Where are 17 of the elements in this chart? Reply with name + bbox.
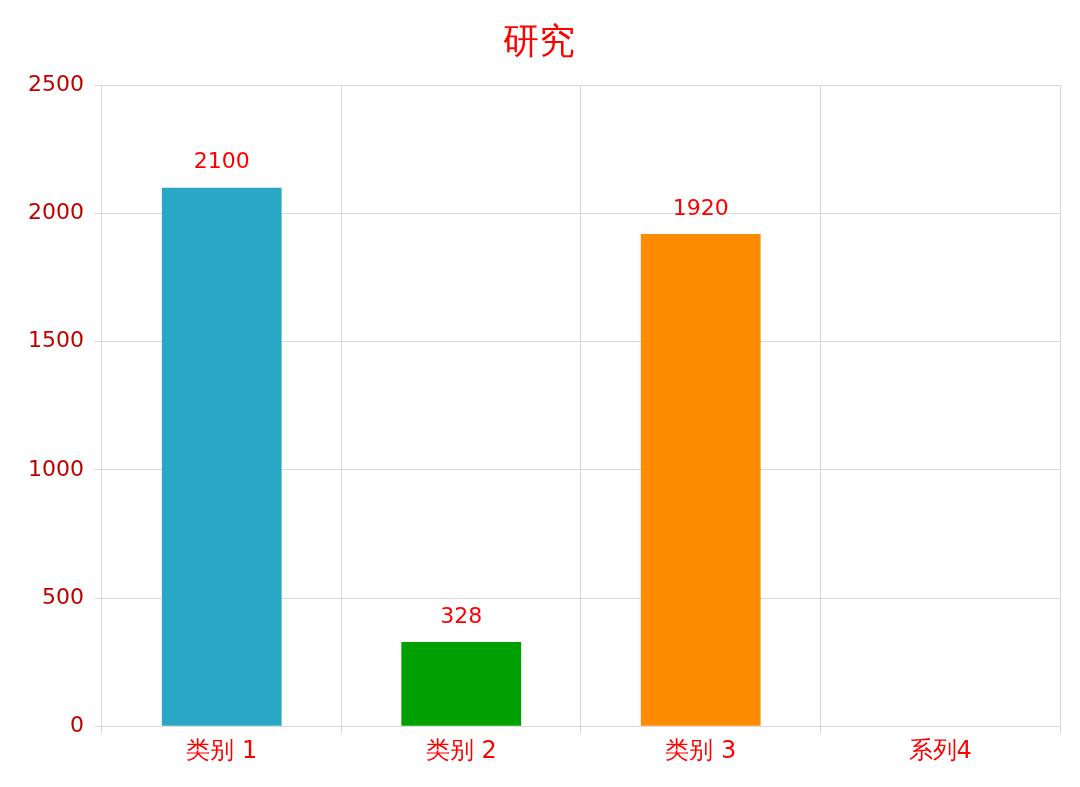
chart-title: 研究 bbox=[503, 19, 575, 61]
x-tick-label: 类别 3 bbox=[665, 735, 737, 764]
y-tick-label: 1000 bbox=[27, 455, 84, 481]
data-label: 1920 bbox=[672, 194, 729, 220]
bar bbox=[640, 233, 761, 726]
y-tick-label: 1500 bbox=[27, 327, 84, 353]
x-tick-label: 系列4 bbox=[908, 735, 972, 764]
y-tick-label: 2500 bbox=[27, 70, 84, 96]
bar bbox=[161, 187, 282, 726]
y-tick-label: 0 bbox=[69, 711, 84, 737]
y-tick-label: 500 bbox=[41, 583, 84, 609]
bar bbox=[401, 642, 522, 726]
x-tick-label: 类别 2 bbox=[425, 735, 497, 764]
data-label: 2100 bbox=[193, 148, 250, 174]
data-label: 328 bbox=[440, 602, 483, 628]
y-tick-label: 2000 bbox=[27, 199, 84, 225]
x-tick-label: 类别 1 bbox=[186, 735, 258, 764]
